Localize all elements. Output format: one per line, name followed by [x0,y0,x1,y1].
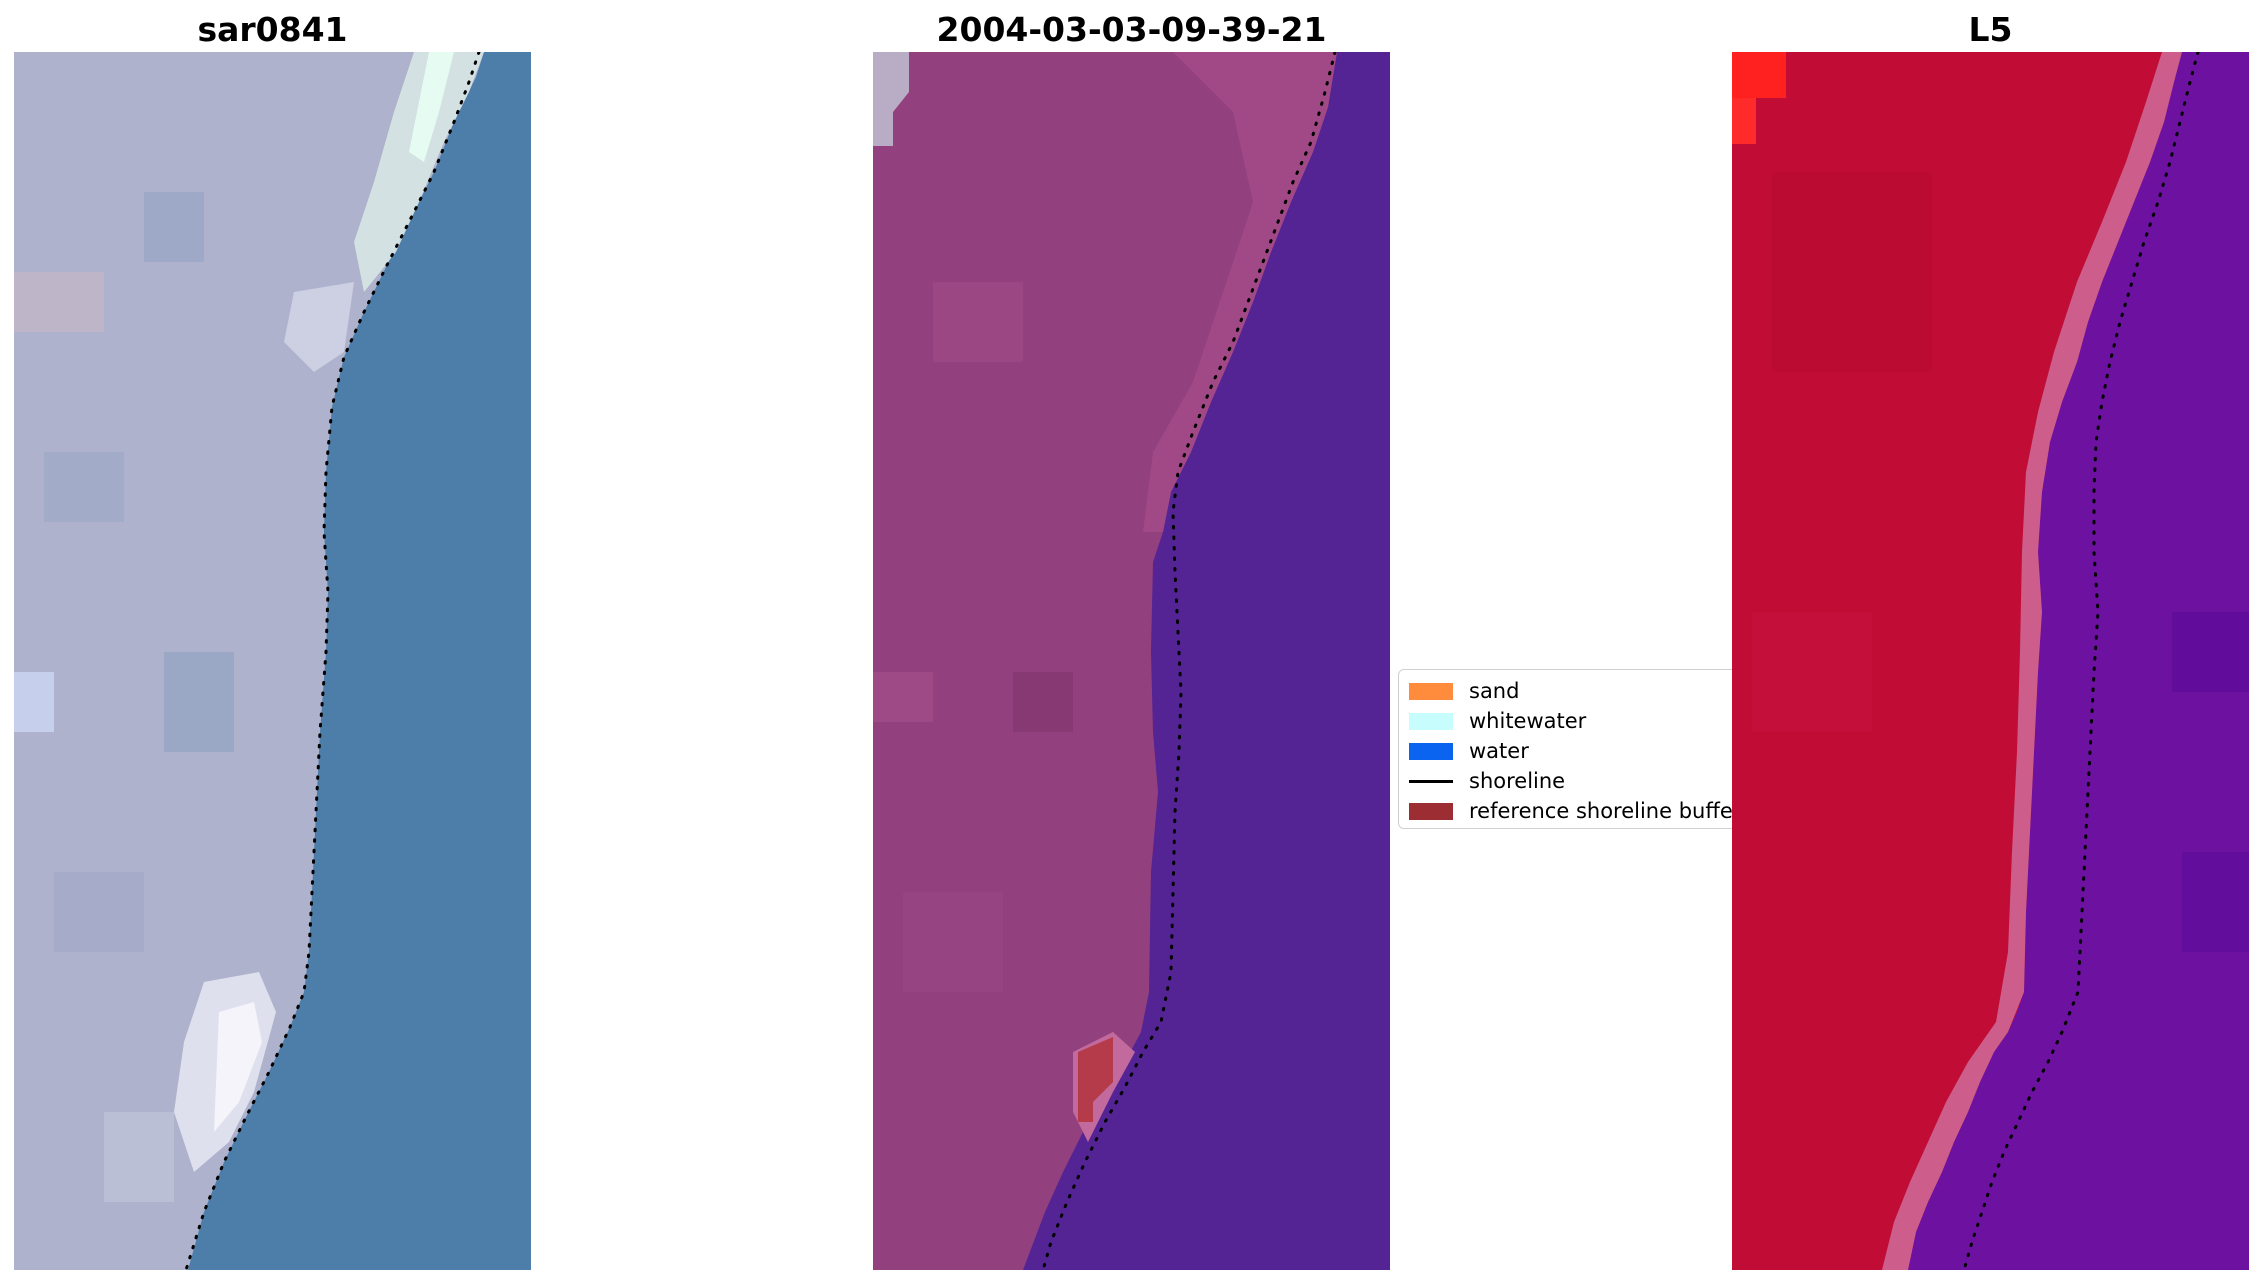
legend: sand whitewater water shoreline referenc… [1398,669,1738,829]
legend-item-reference-buffer: reference shoreline buffer [1409,798,1738,824]
legend-line-shoreline [1409,779,1453,783]
legend-item-sand: sand [1409,678,1519,704]
panel-title-classified: 2004-03-03-09-39-21 [936,10,1327,49]
legend-swatch-reference-buffer [1409,802,1453,820]
legend-swatch-whitewater [1409,712,1453,730]
l5-image-panel [1732,52,2249,1270]
l5-image [1732,52,2249,1270]
rgb-image [14,52,531,1270]
legend-label-whitewater: whitewater [1469,709,1587,733]
rgb-image-panel [14,52,531,1270]
panel-title-l5: L5 [1968,10,2013,49]
legend-item-water: water [1409,738,1529,764]
legend-label-shoreline: shoreline [1469,769,1566,793]
legend-swatch-water [1409,742,1453,760]
legend-item-whitewater: whitewater [1409,708,1586,734]
legend-label-water: water [1469,739,1529,763]
classified-image [873,52,1390,1270]
classified-image-panel [873,52,1390,1270]
legend-item-shoreline: shoreline [1409,768,1565,794]
legend-label-reference-buffer: reference shoreline buffer [1469,799,1738,823]
legend-swatch-sand [1409,682,1453,700]
panel-title-rgb: sar0841 [197,10,348,49]
legend-label-sand: sand [1469,679,1520,703]
